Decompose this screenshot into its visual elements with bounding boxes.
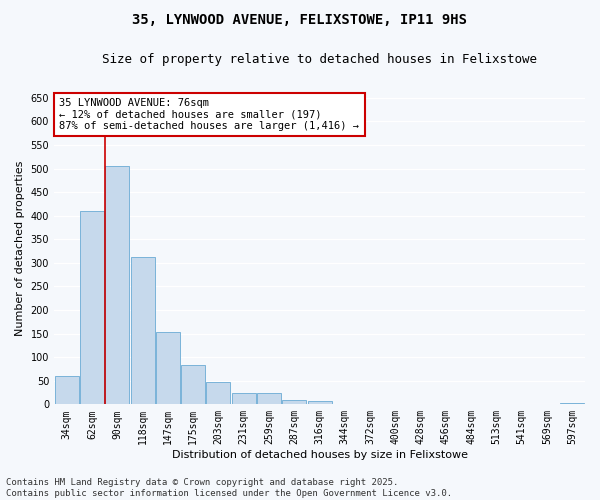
Bar	[80, 211, 104, 404]
Bar	[156, 332, 180, 404]
Bar	[257, 393, 281, 404]
Bar	[181, 364, 205, 405]
Title: Size of property relative to detached houses in Felixstowe: Size of property relative to detached ho…	[102, 52, 537, 66]
Bar	[232, 394, 256, 404]
Text: 35 LYNWOOD AVENUE: 76sqm
← 12% of detached houses are smaller (197)
87% of semi-: 35 LYNWOOD AVENUE: 76sqm ← 12% of detach…	[59, 98, 359, 131]
Text: 35, LYNWOOD AVENUE, FELIXSTOWE, IP11 9HS: 35, LYNWOOD AVENUE, FELIXSTOWE, IP11 9HS	[133, 12, 467, 26]
Bar	[206, 382, 230, 404]
X-axis label: Distribution of detached houses by size in Felixstowe: Distribution of detached houses by size …	[172, 450, 467, 460]
Bar	[560, 403, 584, 404]
Bar	[282, 400, 306, 404]
Text: Contains HM Land Registry data © Crown copyright and database right 2025.
Contai: Contains HM Land Registry data © Crown c…	[6, 478, 452, 498]
Bar	[308, 401, 332, 404]
Bar	[55, 376, 79, 404]
Bar	[131, 257, 155, 404]
Bar	[105, 166, 129, 404]
Y-axis label: Number of detached properties: Number of detached properties	[15, 161, 25, 336]
